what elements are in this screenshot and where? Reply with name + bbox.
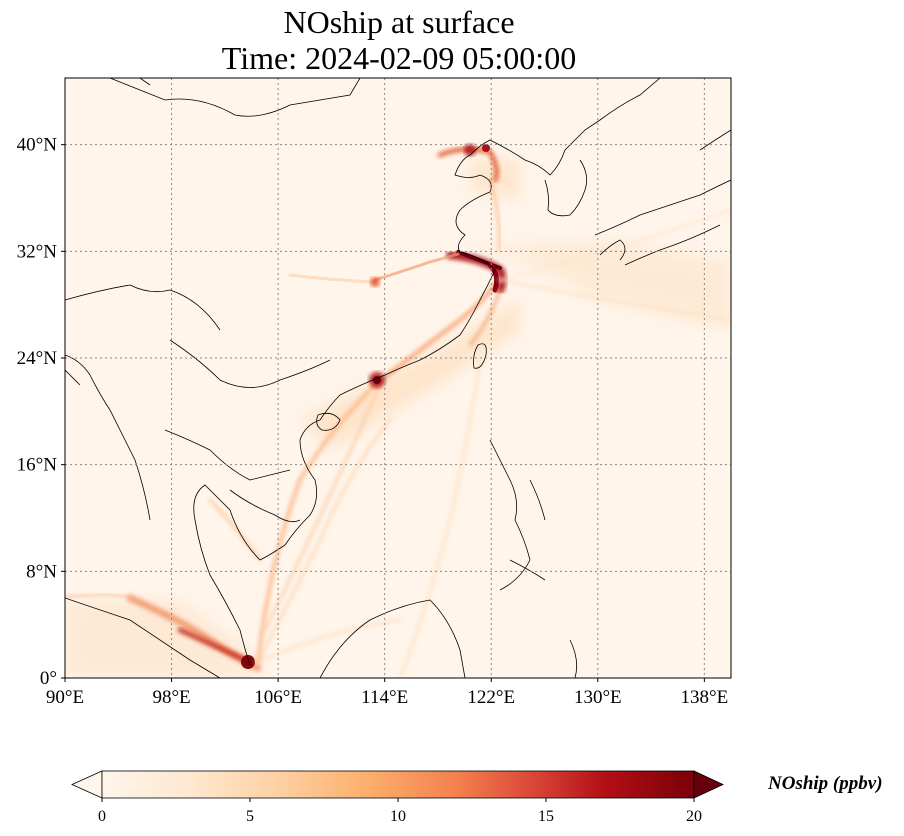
lon-tick-label: 106°E	[254, 687, 302, 708]
title-line-2: Time: 2024-02-09 05:00:00	[221, 40, 577, 76]
lat-tick-label: 40°N	[17, 135, 58, 156]
colorbar-extend-min	[71, 770, 103, 799]
lon-tick-label: 90°E	[46, 687, 84, 708]
map-content	[65, 78, 731, 678]
longitude-axis: 90°E 98°E 106°E 114°E 122°E 130°E 138°E	[46, 678, 728, 708]
lat-tick-label: 16°N	[17, 455, 58, 476]
map-title: NOship at surface Time: 2024-02-09 05:00…	[0, 4, 798, 76]
lat-tick-label: 8°N	[26, 561, 57, 582]
lat-tick-label: 32°N	[17, 241, 58, 262]
colorbar-tick-label: 5	[246, 808, 254, 825]
colorbar-label: NOship (ppbv)	[767, 773, 883, 794]
colorbar: 0 5 10 15 20 NOship (ppbv)	[71, 770, 883, 825]
lat-tick-label: 0°	[40, 668, 57, 689]
lat-tick-label: 24°N	[17, 348, 58, 369]
colorbar-tick-label: 0	[98, 808, 106, 825]
title-line-1: NOship at surface	[283, 4, 515, 40]
colorbar-tick-label: 15	[538, 808, 554, 825]
colorbar-tick-label: 20	[686, 808, 702, 825]
lon-tick-label: 122°E	[467, 687, 515, 708]
coastlines	[65, 78, 731, 678]
gridlines	[65, 78, 731, 678]
colorbar-tick-label: 10	[390, 808, 406, 825]
lon-tick-label: 98°E	[152, 687, 190, 708]
lon-tick-label: 138°E	[681, 687, 729, 708]
latitude-axis: 0° 8°N 16°N 24°N 32°N 40°N	[17, 135, 65, 689]
lon-tick-label: 130°E	[574, 687, 622, 708]
colorbar-extend-max	[693, 770, 724, 799]
colorbar-gradient	[101, 770, 695, 799]
colorbar-ticks: 0 5 10 15 20	[98, 798, 702, 825]
map-frame	[64, 77, 732, 679]
lon-tick-label: 114°E	[361, 687, 408, 708]
shipping-lanes	[65, 144, 731, 678]
